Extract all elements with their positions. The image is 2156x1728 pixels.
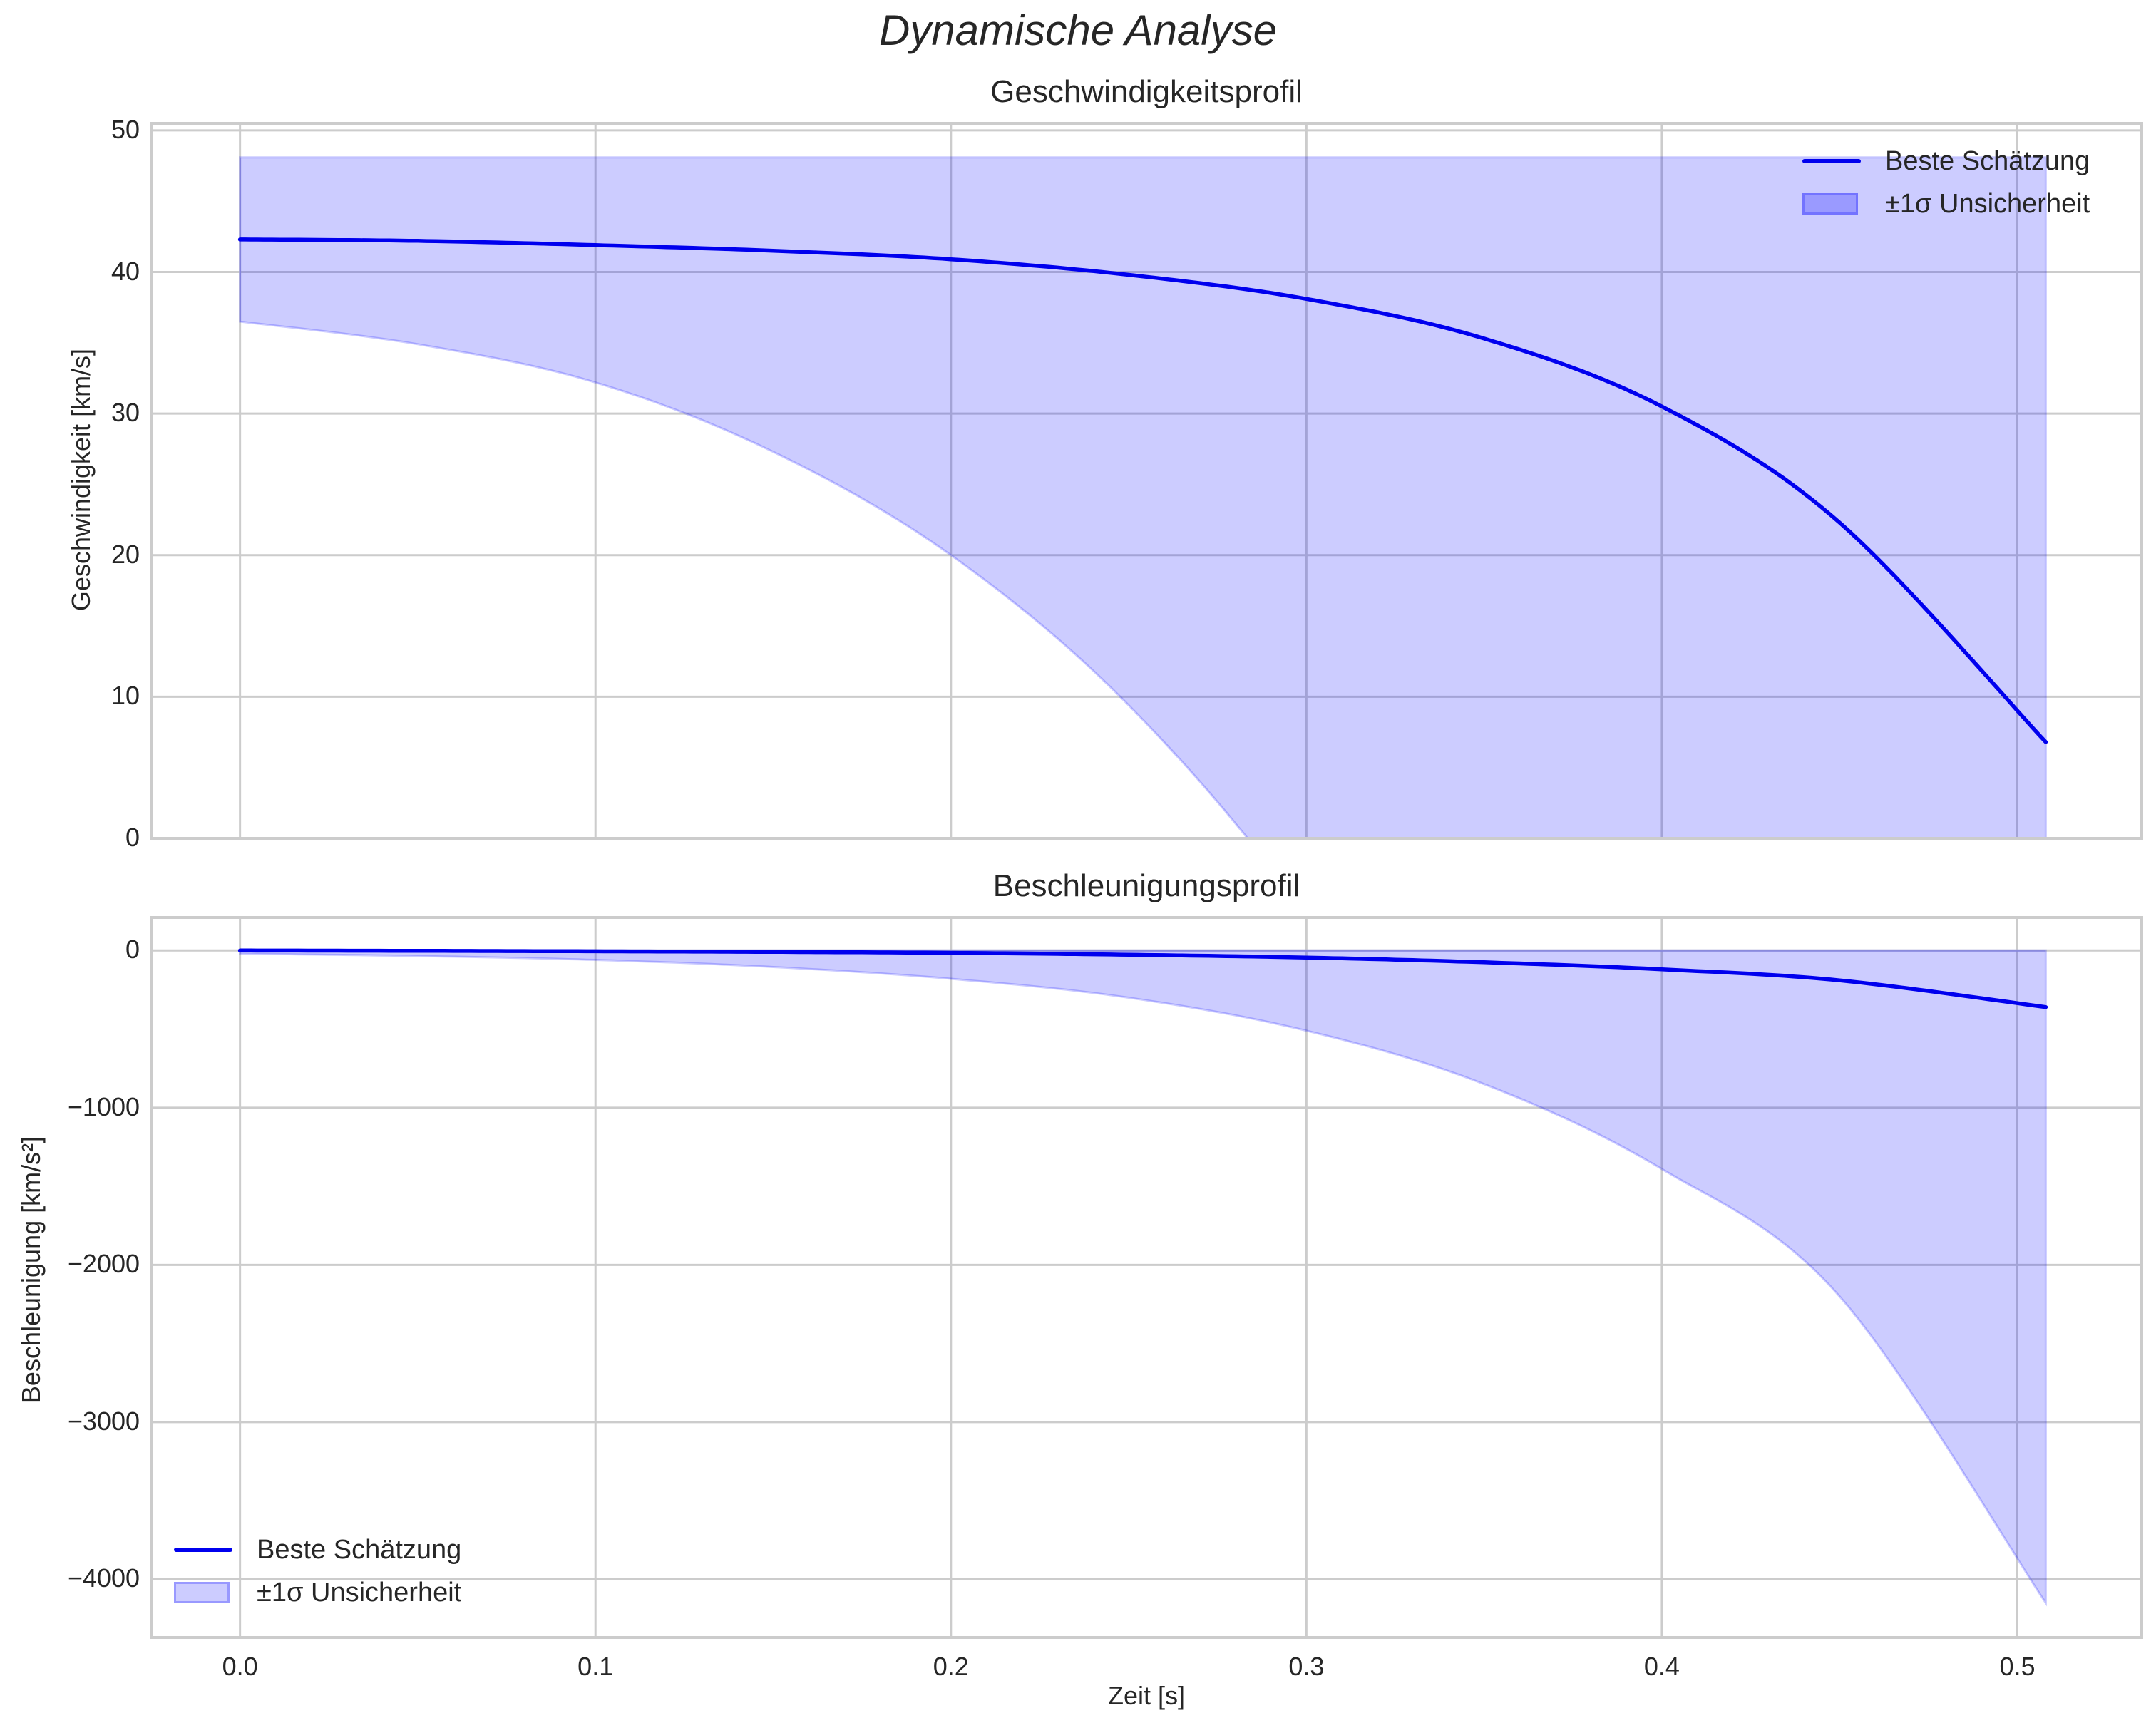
x-axis-label: Zeit [s] [1107, 1681, 1186, 1710]
legend-item-best-estimate: Beste Schätzung [1802, 140, 2090, 182]
legend-line-swatch [174, 1548, 232, 1552]
legend-line-swatch [1802, 159, 1861, 163]
legend-label: Beste Schätzung [1885, 145, 2090, 176]
x-tick-label: 0.5 [1999, 1652, 2036, 1681]
acceleration-axes [150, 916, 2143, 1639]
figure-suptitle: Dynamische Analyse [878, 6, 1278, 54]
acceleration-y-tick-label: −4000 [67, 1563, 140, 1593]
acceleration-axes-frame [150, 916, 2143, 1639]
velocity-y-tick-label: 10 [111, 681, 140, 711]
x-tick-label: 0.3 [1288, 1652, 1325, 1681]
velocity-axes-title: Geschwindigkeitsprofil [990, 74, 1303, 109]
legend-patch-swatch [174, 1582, 230, 1603]
x-tick-label: 0.4 [1643, 1652, 1680, 1681]
acceleration-best-estimate-line [237, 948, 2048, 1009]
x-tick-label: 0.0 [222, 1652, 258, 1681]
acceleration-legend: Beste Schätzung ±1σ Unsicherheit [174, 1528, 461, 1614]
legend-item-best-estimate: Beste Schätzung [174, 1528, 461, 1571]
legend-label: ±1σ Unsicherheit [257, 1577, 462, 1608]
velocity-y-tick-label: 0 [125, 823, 140, 852]
velocity-y-tick-label: 50 [111, 114, 140, 144]
velocity-uncertainty-band [239, 156, 2047, 838]
velocity-best-estimate-line [237, 237, 2048, 744]
legend-label: ±1σ Unsicherheit [1885, 188, 2090, 219]
velocity-y-tick-label: 40 [111, 256, 140, 286]
legend-item-uncertainty: ±1σ Unsicherheit [174, 1571, 461, 1614]
acceleration-y-tick-label: −2000 [67, 1249, 140, 1279]
acceleration-axes-title: Beschleunigungsprofil [992, 868, 1300, 903]
acceleration-y-tick-label: −1000 [67, 1091, 140, 1121]
legend-patch-swatch [1802, 193, 1858, 215]
velocity-axes [150, 122, 2143, 840]
acceleration-uncertainty-band [239, 949, 2047, 1607]
acceleration-y-tick-label: 0 [125, 935, 140, 965]
x-tick-label: 0.2 [933, 1652, 969, 1681]
acceleration-y-tick-label: −3000 [67, 1406, 140, 1436]
legend-label: Beste Schätzung [257, 1534, 462, 1565]
velocity-legend: Beste Schätzung ±1σ Unsicherheit [1802, 140, 2090, 225]
x-tick-label: 0.1 [578, 1652, 614, 1681]
velocity-axes-frame [150, 122, 2143, 840]
velocity-y-tick-label: 20 [111, 539, 140, 569]
legend-item-uncertainty: ±1σ Unsicherheit [1802, 182, 2090, 225]
velocity-y-tick-label: 30 [111, 398, 140, 428]
